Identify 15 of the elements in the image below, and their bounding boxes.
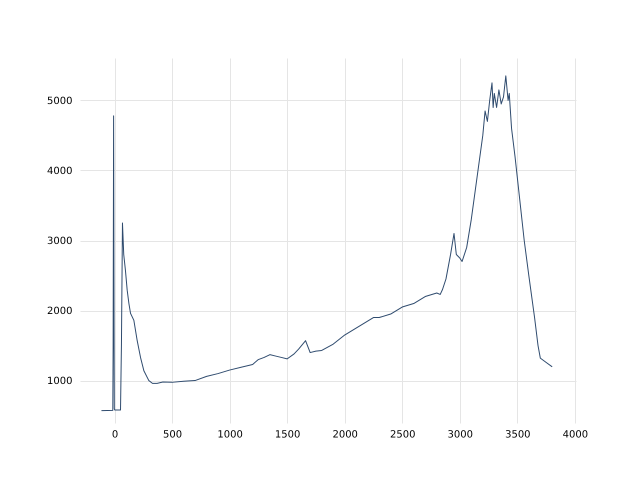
y-tick-label: 5000 (47, 96, 72, 107)
x-tick-label: 1000 (217, 430, 243, 440)
x-tick-label: 3000 (448, 430, 473, 440)
x-tick-label: 0 (112, 430, 118, 440)
x-tick-label: 500 (163, 430, 182, 440)
x-tick-label: 4000 (562, 430, 588, 440)
y-tick-label: 3000 (47, 236, 72, 247)
y-tick-label: 4000 (47, 166, 72, 177)
line-series (101, 75, 552, 412)
y-tick-label: 1000 (47, 376, 72, 388)
y-tick-label: 2000 (47, 306, 72, 318)
x-tick-label: 2500 (390, 430, 416, 440)
x-tick-label: 3500 (505, 430, 531, 440)
x-tick-label: 1500 (274, 430, 300, 440)
x-tick-label: 2000 (332, 430, 358, 440)
